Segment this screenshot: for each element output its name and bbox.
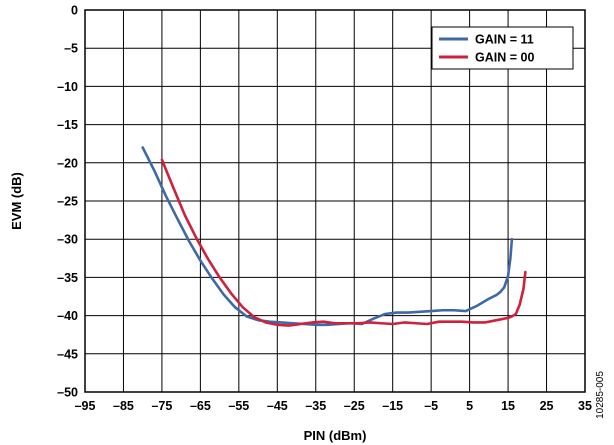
series-line-gain-11: [141, 146, 514, 327]
y-tick-label: –30: [57, 233, 78, 247]
x-tick-labels: –95 –85 –75 –65 –55 –45 –35 –25 –15 –5 5 15 25 35: [75, 399, 592, 413]
y-tick-label: –25: [57, 195, 78, 209]
x-tick-label: –15: [382, 399, 403, 413]
x-tick-label: –85: [113, 399, 134, 413]
y-tick-labels: 0 –5 –10 –15 –20 –25 –30 –35 –40 –45 –50: [57, 4, 78, 400]
x-tick-label: –95: [75, 399, 96, 413]
series-line-gain-00: [160, 158, 527, 327]
x-tick-label: –75: [151, 399, 172, 413]
y-tick-label: –5: [64, 42, 78, 56]
y-tick-label: –15: [57, 118, 78, 132]
x-axis-label: PIN (dBm): [304, 428, 367, 443]
x-tick-label: –65: [190, 399, 211, 413]
x-tick-label: 15: [501, 399, 515, 413]
y-tick-label: –10: [57, 80, 78, 94]
y-tick-label: –50: [57, 386, 78, 400]
y-tick-label: –20: [57, 156, 78, 170]
x-tick-label: –35: [305, 399, 326, 413]
x-tick-label: 25: [540, 399, 554, 413]
y-tick-label: –45: [57, 347, 78, 361]
x-tick-label: –5: [424, 399, 438, 413]
y-tick-label: –35: [57, 271, 78, 285]
legend-box: [431, 26, 574, 70]
x-tick-label: 35: [578, 399, 592, 413]
y-tick-label: 0: [71, 4, 78, 18]
x-tick-label: –25: [344, 399, 365, 413]
y-tick-label: –40: [57, 309, 78, 323]
legend-label-gain-11: GAIN = 11: [475, 33, 534, 47]
plot-frame: [84, 9, 586, 393]
x-tick-label: –55: [228, 399, 249, 413]
x-tick-label: 5: [466, 399, 473, 413]
x-tick-label: –45: [267, 399, 288, 413]
y-axis-label: EVM (dB): [9, 172, 24, 230]
series-layer: [141, 146, 527, 327]
figure-id: 10285-005: [595, 371, 606, 419]
legend-label-gain-00: GAIN = 00: [475, 51, 534, 65]
legend: GAIN = 11 GAIN = 00: [431, 26, 574, 70]
